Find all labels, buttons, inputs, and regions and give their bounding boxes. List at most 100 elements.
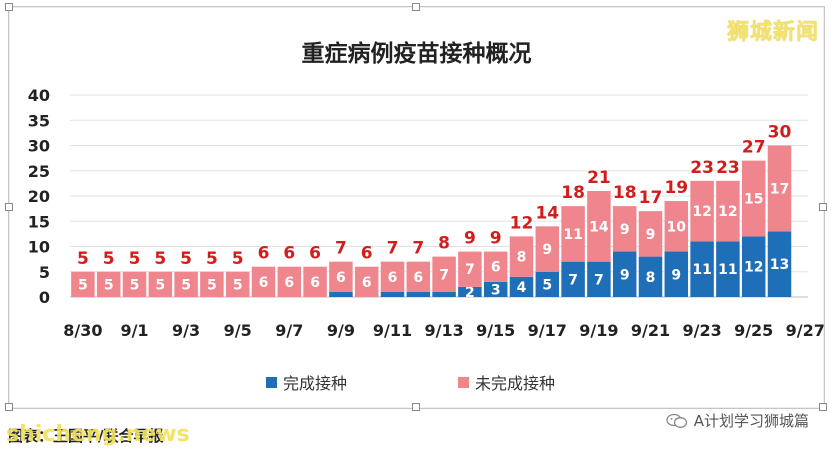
bar-not-completed: [251, 266, 276, 297]
resize-handle-right[interactable]: [819, 203, 827, 211]
data-label-total: 6: [258, 244, 270, 264]
bar-completed: [458, 286, 482, 297]
data-label-not-completed: 5: [155, 277, 165, 293]
data-label-total: 18: [613, 183, 637, 203]
legend-label-completed: 完成接种: [283, 374, 348, 393]
x-tick-label: 9/15: [476, 321, 515, 340]
data-label-not-completed: 6: [259, 275, 269, 291]
data-label-not-completed: 5: [130, 277, 140, 293]
bar-not-completed: [587, 190, 611, 262]
data-label-total: 5: [232, 249, 244, 269]
x-tick-label: 9/17: [528, 321, 567, 340]
x-tick-label: 9/21: [631, 321, 670, 340]
y-tick-label: 0: [39, 288, 50, 307]
resize-handle-top-left[interactable]: [5, 3, 13, 11]
y-tick-label: 15: [28, 212, 50, 231]
data-label-total: 27: [742, 138, 766, 158]
data-label-not-completed: 15: [744, 192, 763, 208]
data-label-not-completed: 12: [718, 204, 737, 220]
bar-not-completed: [664, 201, 689, 252]
legend-label-not-completed: 未完成接种: [475, 374, 556, 393]
data-label-not-completed: 6: [491, 260, 501, 276]
x-tick-label: 9/9: [327, 321, 355, 340]
data-label-not-completed: 17: [770, 181, 789, 197]
source-caption: 图表：王国平/联合早报: [8, 427, 164, 445]
data-label-completed: 8: [646, 270, 656, 286]
data-label-completed: 9: [620, 267, 630, 283]
y-tick-label: 20: [28, 187, 50, 206]
data-label-not-completed: 5: [207, 277, 217, 293]
x-tick-label: 9/19: [579, 321, 618, 340]
bar-not-completed: [200, 271, 224, 297]
chart-title: 重症病例疫苗接种概况: [301, 41, 532, 67]
data-label-total: 23: [716, 158, 740, 178]
resize-handle-bottom[interactable]: [412, 403, 420, 411]
bar-not-completed: [96, 271, 121, 297]
data-label-total: 5: [154, 249, 166, 269]
bar-not-completed: [612, 206, 637, 252]
bar-not-completed: [767, 145, 792, 232]
y-tick-label: 5: [39, 263, 50, 282]
data-label-completed: 7: [594, 272, 604, 288]
x-tick-label: 9/7: [275, 321, 303, 340]
resize-handle-left[interactable]: [5, 203, 13, 211]
x-tick-label: 9/23: [682, 321, 721, 340]
data-label-total: 21: [587, 168, 611, 188]
data-label-completed: 2: [465, 285, 475, 301]
bar-completed: [716, 241, 740, 297]
resize-handle-bottom-right[interactable]: [819, 403, 827, 411]
data-label-completed: 9: [671, 267, 681, 283]
x-tick-label: 8/30: [63, 321, 102, 340]
legend-swatch-completed: [266, 376, 277, 388]
data-label-not-completed: 8: [517, 250, 527, 266]
data-label-total: 5: [77, 249, 89, 269]
bar-completed: [741, 236, 766, 297]
data-label-not-completed: 7: [439, 267, 449, 283]
x-tick-label: 9/1: [120, 321, 148, 340]
legend-item-completed: 完成接种: [266, 370, 347, 394]
bar-not-completed: [174, 271, 198, 297]
y-tick-label: 10: [28, 238, 50, 257]
resize-handle-bottom-left[interactable]: [5, 403, 13, 411]
data-label-not-completed: 6: [362, 275, 372, 291]
data-label-total: 5: [206, 249, 218, 269]
bar-not-completed: [509, 236, 534, 277]
data-label-not-completed: 10: [667, 219, 687, 235]
bar-not-completed: [483, 251, 508, 282]
bar-not-completed: [329, 261, 353, 292]
data-label-not-completed: 7: [465, 262, 475, 278]
x-tick-label: 9/25: [734, 321, 773, 340]
data-label-completed: 4: [517, 280, 527, 296]
x-tick-label: 9/11: [373, 321, 412, 340]
data-label-completed: 11: [692, 262, 711, 278]
bar-not-completed: [148, 271, 173, 297]
data-label-completed: 7: [568, 272, 578, 288]
bar-completed: [509, 276, 534, 297]
x-tick-label: 9/3: [172, 321, 200, 340]
legend-item-not-completed: 未完成接种: [458, 370, 555, 394]
data-label-total: 7: [412, 239, 424, 259]
data-label-total: 6: [283, 244, 295, 264]
data-label-completed: 5: [542, 277, 552, 293]
data-label-total: 7: [387, 239, 399, 259]
watermark-site: shicheng.news: [6, 422, 190, 447]
bar-not-completed: [122, 271, 147, 297]
data-label-total: 6: [309, 244, 321, 264]
x-tick-label: 9/27: [786, 321, 825, 340]
data-label-not-completed: 9: [542, 242, 552, 258]
data-label-total: 9: [464, 229, 476, 249]
data-label-not-completed: 6: [310, 275, 320, 291]
data-label-total: 14: [535, 203, 559, 223]
bar-not-completed: [303, 266, 327, 297]
bar-not-completed: [432, 256, 456, 292]
bar-not-completed: [741, 160, 766, 237]
bar-not-completed: [71, 271, 95, 297]
y-tick-label: 40: [28, 86, 50, 105]
data-label-not-completed: 6: [336, 270, 346, 286]
data-label-total: 8: [438, 234, 450, 254]
data-label-total: 23: [690, 158, 714, 178]
data-label-total: 9: [490, 229, 502, 249]
y-tick-label: 35: [28, 111, 50, 130]
bar-completed: [483, 281, 508, 297]
resize-handle-top[interactable]: [412, 3, 420, 11]
